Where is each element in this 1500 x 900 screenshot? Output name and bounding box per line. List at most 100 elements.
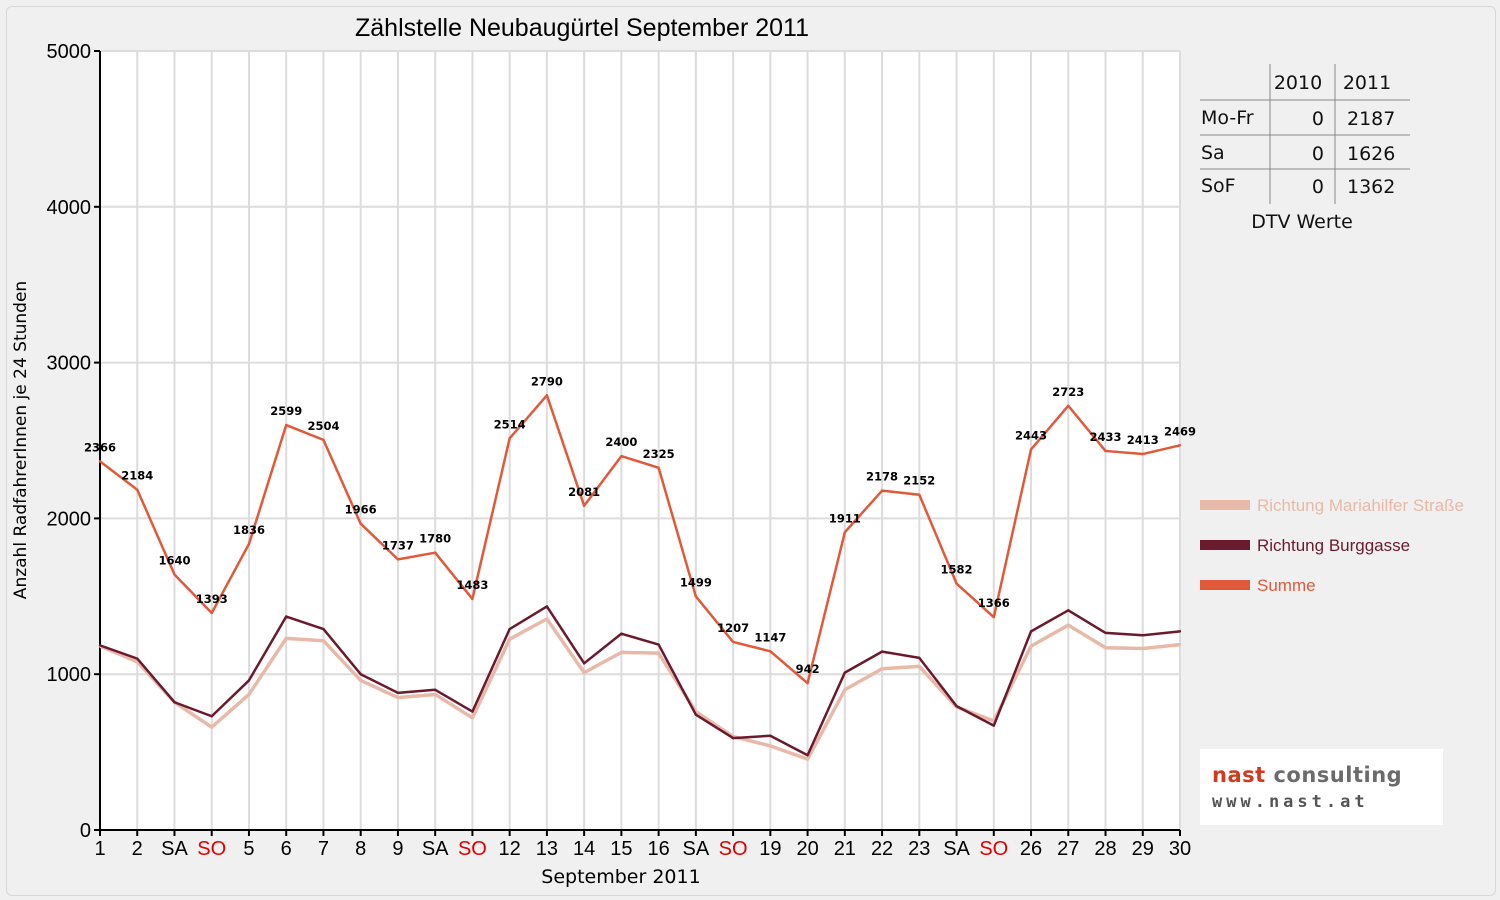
data-label: 1499 [680, 575, 712, 589]
data-label: 2790 [531, 374, 563, 388]
data-label: 1737 [382, 538, 414, 552]
data-label: 1640 [158, 553, 190, 567]
x-tick-label: 9 [392, 838, 403, 860]
data-point [322, 438, 325, 442]
data-point [508, 637, 511, 641]
y-axis-label: Anzahl RadfahrerInnen je 24 Stunden [11, 281, 31, 599]
data-point [1141, 634, 1144, 637]
data-label: 2081 [568, 485, 600, 499]
x-tick-label: SO [719, 838, 748, 860]
data-point [657, 466, 660, 469]
data-point [769, 650, 772, 653]
data-point [247, 542, 251, 546]
data-point [285, 637, 288, 640]
data-label: 2152 [903, 474, 935, 488]
data-point [843, 531, 847, 534]
x-tick-label: SA [161, 838, 188, 860]
data-point [1141, 647, 1144, 650]
y-tick-label: 5000 [47, 41, 92, 63]
dtv-row-sof-2010: 0 [1312, 176, 1324, 198]
dtv-row-mofr-2010: 0 [1312, 108, 1324, 130]
dtv-row-label-mofr: Mo-Fr [1201, 107, 1254, 129]
data-point [955, 582, 958, 585]
data-point [396, 691, 400, 695]
data-point [1029, 448, 1033, 451]
data-point [359, 522, 362, 525]
x-tick-label: 2 [132, 838, 143, 860]
data-point [359, 673, 362, 676]
data-point [210, 715, 213, 718]
data-point [1029, 644, 1033, 648]
x-tick-label: 16 [647, 838, 669, 860]
data-point [322, 639, 325, 642]
y-tick-label: 4000 [47, 197, 92, 219]
data-point [731, 736, 735, 740]
data-point [1104, 646, 1107, 649]
y-tick-label: 0 [80, 820, 91, 842]
x-tick-label: 1 [94, 838, 105, 860]
data-point [322, 627, 325, 631]
data-point [471, 716, 474, 720]
data-point [992, 724, 995, 727]
data-point [582, 671, 586, 674]
data-point [359, 679, 362, 682]
y-tick-label: 3000 [47, 353, 92, 375]
data-label: 1836 [233, 523, 265, 537]
data-point [396, 696, 400, 699]
chart-title: Zählstelle Neubaugürtel September 2011 [355, 14, 809, 42]
data-point [471, 597, 474, 601]
data-label: 2325 [643, 447, 675, 461]
data-label: 2433 [1090, 430, 1122, 444]
data-point [173, 701, 176, 704]
x-tick-label: SO [197, 838, 226, 860]
dtv-row-sa-2010: 0 [1312, 143, 1324, 165]
data-point [433, 693, 437, 696]
data-point [731, 640, 735, 644]
logo-name: nast consulting [1212, 763, 1402, 787]
x-tick-label: 21 [834, 838, 856, 860]
data-label: 2178 [866, 470, 898, 484]
data-point [433, 551, 437, 554]
dtv-row-mofr-2011: 2187 [1347, 108, 1395, 130]
data-point [694, 595, 698, 598]
x-tick-label: 5 [243, 838, 254, 860]
data-point [1104, 449, 1107, 453]
x-tick-label: 7 [318, 838, 329, 860]
data-point [545, 605, 549, 608]
dtv-row-sa-2011: 1626 [1347, 143, 1395, 165]
x-tick-label: SO [979, 838, 1008, 860]
data-point [1067, 623, 1070, 627]
data-point [471, 710, 474, 713]
data-point [1067, 609, 1070, 612]
data-point [1141, 452, 1144, 456]
x-tick-label: 19 [759, 838, 781, 860]
dtv-table: 2010 2011 Mo-Fr 0 2187 Sa 0 1626 SoF 0 1… [1200, 64, 1410, 233]
data-point [98, 460, 102, 463]
x-tick-label: SA [943, 838, 970, 860]
x-tick-label: 14 [573, 838, 595, 860]
x-tick-label: 20 [796, 838, 818, 860]
data-point [992, 615, 995, 619]
x-tick-label: 30 [1169, 838, 1191, 860]
data-point [582, 662, 586, 665]
data-point [880, 489, 884, 492]
data-label: 1393 [196, 592, 228, 606]
legend-swatch [1200, 540, 1250, 550]
data-point [1067, 404, 1070, 407]
data-point [843, 688, 847, 691]
x-tick-label: 15 [610, 838, 632, 860]
x-tick-label: 28 [1094, 838, 1116, 860]
data-label: 2184 [121, 469, 153, 483]
data-point [694, 713, 698, 716]
data-label: 2723 [1052, 385, 1084, 399]
x-tick-label: SA [683, 838, 710, 860]
x-tick-label: 27 [1057, 838, 1079, 860]
data-point [1029, 630, 1033, 633]
data-point [769, 744, 772, 748]
data-point [210, 725, 213, 729]
data-point [1104, 631, 1107, 635]
dtv-table-caption: DTV Werte [1251, 211, 1353, 233]
data-point [657, 651, 660, 655]
data-point [806, 754, 809, 757]
dtv-header-2011: 2011 [1343, 72, 1391, 94]
